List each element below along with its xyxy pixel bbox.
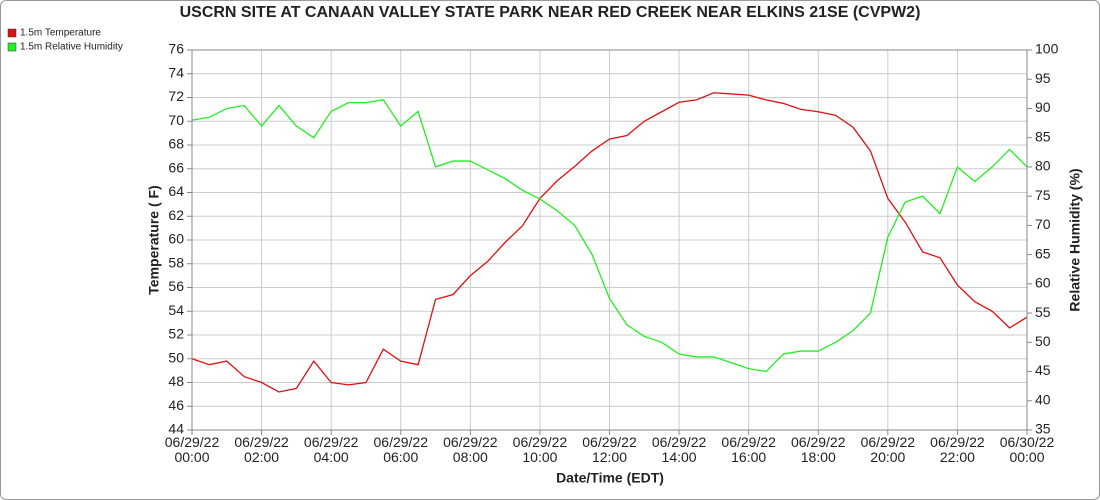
y-tick-label: 54 — [168, 302, 184, 318]
x-tick-label: 06/29/22 00:00 — [164, 434, 220, 465]
plot-border — [191, 49, 1028, 431]
y2-tick-label: 60 — [1035, 275, 1051, 291]
x-tick-label: 06/29/22 22:00 — [930, 434, 985, 465]
x-tick-label: 06/29/22 14:00 — [651, 434, 707, 465]
x-tick-label: 06/29/22 06:00 — [373, 434, 429, 465]
y2-tick-label: 75 — [1035, 187, 1051, 203]
y-tick-label: 72 — [168, 88, 184, 104]
legend-label: 1.5m Temperature — [20, 28, 101, 39]
legend-swatch — [7, 42, 17, 52]
y-tick-label: 74 — [168, 64, 184, 80]
y2-tick-label: 90 — [1035, 99, 1051, 115]
x-tick-label: 06/29/22 16:00 — [721, 434, 776, 465]
y2-tick-label: 65 — [1035, 245, 1051, 261]
y-tick-label: 52 — [168, 326, 184, 342]
legend-swatch — [7, 28, 17, 38]
x-tick-label: 06/29/22 02:00 — [234, 434, 289, 465]
x-tick-label: 06/29/22 10:00 — [512, 434, 568, 465]
y-tick-label: 70 — [168, 112, 184, 128]
x-tick-label: 06/29/22 18:00 — [791, 434, 846, 465]
y2-tick-label: 100 — [1035, 41, 1059, 57]
y-tick-label: 44 — [168, 421, 184, 437]
x-axis-label: Date/Time (EDT) — [556, 470, 664, 486]
data-line — [191, 92, 1028, 393]
legend-label: 1.5m Relative Humidity — [20, 42, 123, 53]
y-tick-label: 62 — [168, 207, 184, 223]
data-line — [191, 98, 1028, 373]
y-tick-label: 66 — [168, 159, 184, 175]
y-tick-label: 76 — [168, 41, 184, 57]
y2-tick-label: 40 — [1035, 391, 1051, 407]
y2-tick-label: 70 — [1035, 216, 1051, 232]
y2-tick-label: 35 — [1035, 421, 1051, 437]
y2-tick-label: 85 — [1035, 128, 1051, 144]
y2-tick-label: 95 — [1035, 70, 1051, 86]
y2-tick-label: 45 — [1035, 362, 1051, 378]
y-axis-label: Temperature ( F) — [146, 185, 162, 294]
x-tick-label: 06/29/22 04:00 — [303, 434, 359, 465]
y2-tick-label: 55 — [1035, 304, 1051, 320]
x-tick-label: 06/29/22 12:00 — [582, 434, 637, 465]
y2-tick-label: 50 — [1035, 333, 1051, 349]
y-tick-label: 50 — [168, 349, 184, 365]
y-tick-label: 58 — [168, 254, 184, 270]
y-tick-label: 56 — [168, 278, 184, 294]
x-tick-label: 06/29/22 20:00 — [860, 434, 916, 465]
y-tick-label: 48 — [168, 373, 184, 389]
x-tick-label: 06/29/22 08:00 — [443, 434, 498, 465]
y-tick-label: 60 — [168, 231, 184, 247]
y-tick-label: 64 — [168, 183, 184, 199]
chart-title: USCRN SITE AT CANAAN VALLEY STATE PARK N… — [180, 4, 921, 21]
x-tick-label: 06/30/22 00:00 — [999, 434, 1055, 465]
y2-axis-label: Relative Humidity (%) — [1067, 168, 1083, 311]
y-tick-label: 68 — [168, 136, 184, 152]
y-tick-label: 46 — [168, 397, 184, 413]
y2-tick-label: 80 — [1035, 158, 1051, 174]
